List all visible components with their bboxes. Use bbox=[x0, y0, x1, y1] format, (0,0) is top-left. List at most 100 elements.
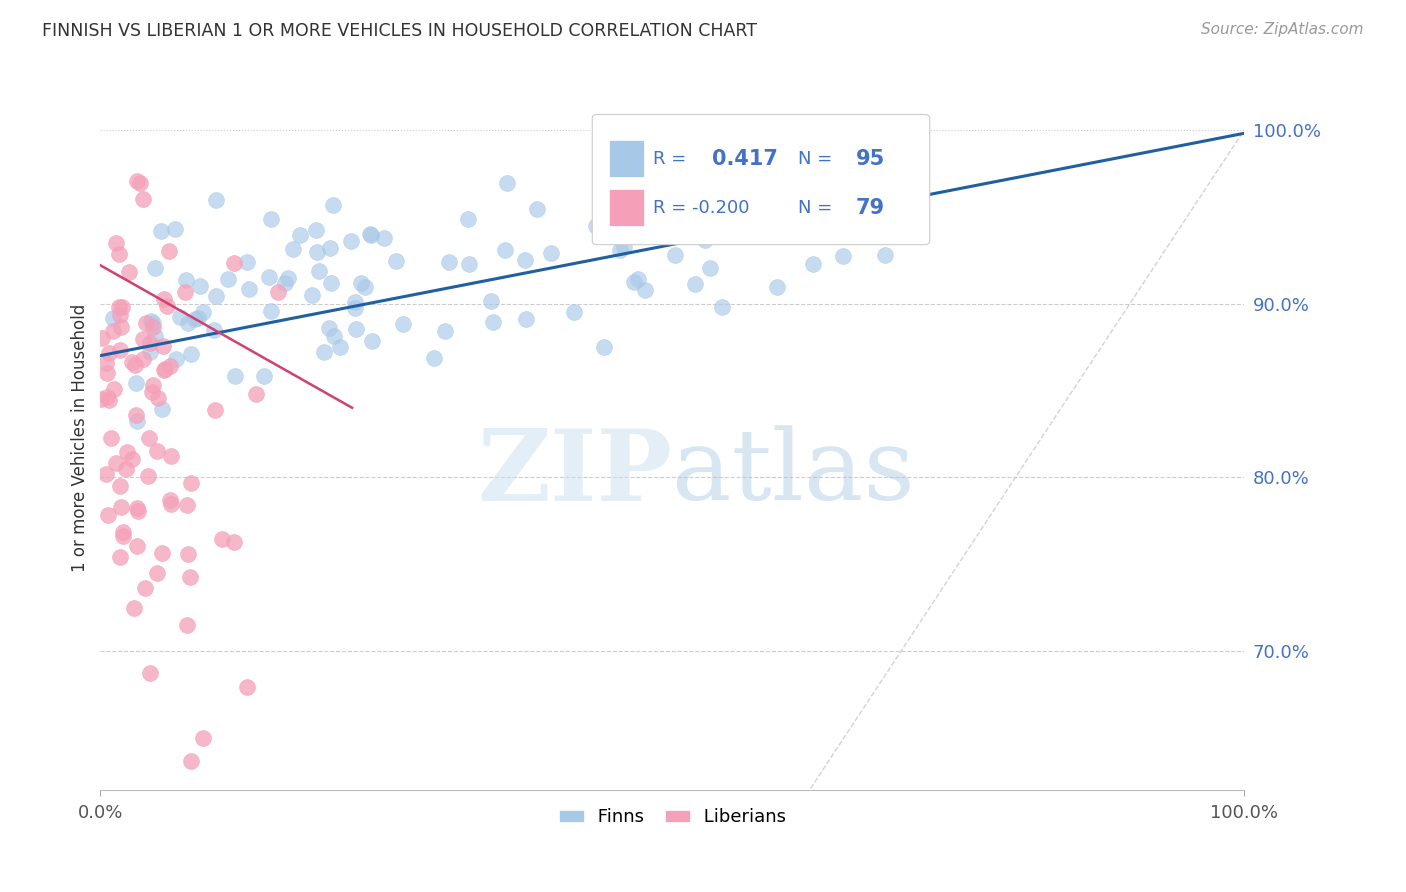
Point bbox=[191, 305, 214, 319]
Point bbox=[139, 336, 162, 351]
Point bbox=[121, 452, 143, 467]
Point bbox=[101, 324, 124, 338]
Point bbox=[224, 255, 246, 269]
Point bbox=[301, 288, 323, 302]
Point bbox=[152, 339, 174, 353]
Point bbox=[235, 680, 257, 694]
Point bbox=[238, 282, 260, 296]
Point bbox=[344, 322, 367, 336]
Point bbox=[187, 311, 209, 326]
Point bbox=[340, 234, 363, 248]
Y-axis label: 1 or more Vehicles in Household: 1 or more Vehicles in Household bbox=[72, 304, 89, 573]
Point bbox=[623, 276, 645, 290]
Point bbox=[683, 277, 706, 291]
Point bbox=[180, 754, 202, 768]
Point bbox=[108, 300, 131, 314]
Point bbox=[344, 294, 367, 309]
Point bbox=[664, 248, 686, 262]
Point bbox=[274, 276, 297, 290]
Point bbox=[305, 245, 328, 260]
Point bbox=[108, 550, 131, 565]
Point bbox=[609, 243, 631, 257]
Point bbox=[176, 498, 198, 512]
Point bbox=[110, 308, 132, 322]
Point bbox=[157, 244, 180, 259]
Point bbox=[110, 343, 132, 358]
Point bbox=[205, 193, 228, 207]
Point bbox=[540, 246, 562, 260]
Point bbox=[439, 254, 461, 268]
Point bbox=[423, 351, 446, 365]
Point bbox=[128, 176, 150, 190]
Point bbox=[305, 223, 328, 237]
Point bbox=[479, 293, 502, 308]
Point bbox=[97, 346, 120, 360]
Point bbox=[112, 524, 135, 539]
Point bbox=[134, 582, 156, 596]
Point bbox=[127, 504, 149, 518]
Point bbox=[146, 443, 169, 458]
Point bbox=[100, 431, 122, 445]
Point bbox=[308, 264, 330, 278]
Point bbox=[359, 227, 381, 241]
Text: N =: N = bbox=[799, 150, 832, 168]
Point bbox=[153, 292, 176, 306]
Point bbox=[360, 228, 382, 243]
Point bbox=[494, 243, 516, 257]
Point bbox=[111, 301, 134, 315]
FancyBboxPatch shape bbox=[592, 114, 929, 244]
Point bbox=[907, 229, 929, 244]
Text: R = -0.200: R = -0.200 bbox=[652, 199, 749, 217]
Point bbox=[433, 324, 456, 338]
FancyBboxPatch shape bbox=[609, 189, 644, 227]
Point bbox=[245, 387, 267, 401]
Point bbox=[593, 340, 616, 354]
Text: atlas: atlas bbox=[672, 425, 915, 521]
Point bbox=[873, 248, 896, 262]
Legend:  Finns,  Liberians: Finns, Liberians bbox=[551, 801, 793, 834]
Point bbox=[90, 392, 112, 407]
FancyBboxPatch shape bbox=[609, 140, 644, 178]
Point bbox=[163, 222, 186, 236]
Point bbox=[257, 270, 280, 285]
Point bbox=[122, 601, 145, 615]
Point bbox=[127, 414, 149, 428]
Point bbox=[354, 279, 377, 293]
Point bbox=[323, 329, 346, 343]
Point bbox=[281, 242, 304, 256]
Point bbox=[132, 352, 155, 367]
Point bbox=[149, 224, 172, 238]
Text: 79: 79 bbox=[855, 198, 884, 218]
Point bbox=[634, 283, 657, 297]
Point bbox=[211, 533, 233, 547]
Point bbox=[205, 288, 228, 302]
Text: N =: N = bbox=[799, 199, 832, 217]
Point bbox=[361, 334, 384, 348]
Point bbox=[184, 312, 207, 326]
Point bbox=[110, 319, 132, 334]
Point bbox=[318, 320, 340, 334]
Point bbox=[159, 359, 181, 373]
Point bbox=[138, 344, 160, 359]
Point bbox=[224, 369, 246, 384]
Point bbox=[125, 408, 148, 422]
Point bbox=[156, 299, 179, 313]
Point bbox=[152, 546, 174, 560]
Point bbox=[329, 340, 352, 354]
Point bbox=[766, 279, 789, 293]
Point bbox=[322, 198, 344, 212]
Point bbox=[150, 402, 173, 417]
Point bbox=[174, 273, 197, 287]
Point bbox=[132, 192, 155, 206]
Point bbox=[496, 176, 519, 190]
Point bbox=[515, 311, 537, 326]
Point bbox=[613, 239, 636, 253]
Point bbox=[96, 390, 118, 404]
Point bbox=[117, 444, 139, 458]
Point bbox=[457, 211, 479, 226]
Point bbox=[169, 310, 191, 325]
Point bbox=[217, 272, 239, 286]
Point bbox=[526, 202, 548, 216]
Text: R =: R = bbox=[652, 150, 686, 168]
Point bbox=[235, 255, 257, 269]
